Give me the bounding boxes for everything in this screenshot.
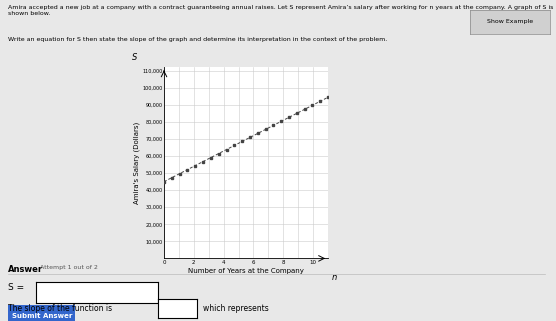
Text: Submit Answer: Submit Answer	[12, 313, 72, 319]
Text: which represents: which represents	[203, 304, 269, 313]
Text: The slope of the function is: The slope of the function is	[8, 304, 112, 313]
Text: S =: S =	[8, 283, 24, 292]
Text: Show Example: Show Example	[487, 19, 533, 24]
Text: n: n	[331, 273, 336, 282]
X-axis label: Number of Years at the Company: Number of Years at the Company	[188, 268, 304, 273]
Text: S: S	[132, 53, 137, 62]
Text: Amira accepted a new job at a company with a contract guaranteeing annual raises: Amira accepted a new job at a company wi…	[8, 5, 554, 16]
Text: Answer: Answer	[8, 265, 43, 274]
Y-axis label: Amira's Salary (Dollars): Amira's Salary (Dollars)	[133, 122, 140, 204]
Text: Write an equation for S then state the slope of the graph and determine its inte: Write an equation for S then state the s…	[8, 37, 388, 42]
Text: Attempt 1 out of 2: Attempt 1 out of 2	[40, 265, 98, 270]
